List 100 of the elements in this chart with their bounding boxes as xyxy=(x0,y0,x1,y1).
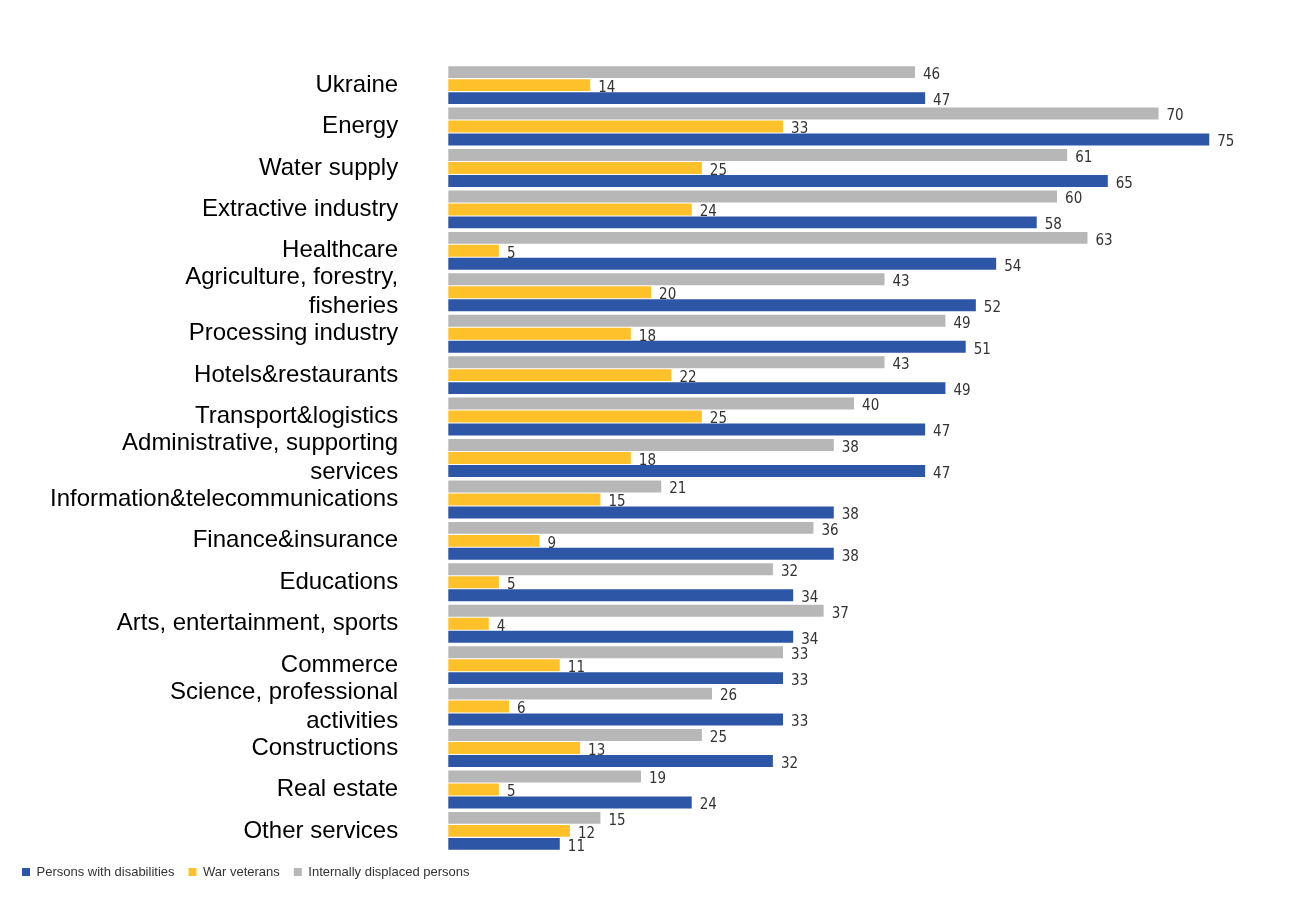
bar xyxy=(448,783,499,796)
data-label: 47 xyxy=(933,422,951,441)
y-tick-label: Commerce xyxy=(280,649,399,677)
y-tick-label: Information&telecommunications xyxy=(49,484,399,512)
data-label: 15 xyxy=(608,492,626,511)
bar xyxy=(448,687,713,700)
y-tick-label: Extractive industry xyxy=(202,194,399,222)
data-label: 54 xyxy=(1004,256,1022,275)
data-label: 21 xyxy=(669,479,687,498)
bar xyxy=(448,534,540,547)
data-label: 4 xyxy=(496,616,506,635)
data-label: 25 xyxy=(709,727,728,746)
bar xyxy=(448,79,591,92)
data-label: 5 xyxy=(506,243,516,262)
bar xyxy=(448,796,692,809)
data-label: 6 xyxy=(517,699,526,718)
data-label: 14 xyxy=(598,78,616,97)
data-label: 24 xyxy=(699,795,717,814)
data-label: 11 xyxy=(567,658,585,677)
data-label: 5 xyxy=(506,782,516,801)
bar xyxy=(448,66,915,79)
data-label: 52 xyxy=(983,298,1002,317)
data-label: 47 xyxy=(933,90,951,109)
data-label: 9 xyxy=(547,533,557,552)
bar xyxy=(448,506,834,519)
data-label: 22 xyxy=(679,368,697,387)
data-label: 65 xyxy=(1115,173,1133,192)
legend-label: Persons with disabilities xyxy=(36,863,175,879)
data-label: 34 xyxy=(801,588,819,607)
y-tick-label: Processing industry xyxy=(188,318,399,346)
bar xyxy=(448,465,926,477)
bar xyxy=(448,811,601,824)
data-label: 26 xyxy=(720,686,738,705)
bar xyxy=(448,770,641,783)
bar xyxy=(448,286,652,299)
data-label: 15 xyxy=(608,810,626,829)
data-label: 34 xyxy=(801,629,819,648)
data-label: 24 xyxy=(699,202,717,221)
bar xyxy=(448,521,814,534)
y-tick-label: Constructions xyxy=(251,732,399,760)
bar xyxy=(448,216,1037,229)
bar xyxy=(448,92,926,105)
bar xyxy=(448,244,499,257)
data-label: 25 xyxy=(709,160,728,179)
bar xyxy=(448,563,773,576)
bar xyxy=(448,617,489,630)
bar xyxy=(448,439,834,451)
bar xyxy=(448,257,997,270)
bar xyxy=(448,713,784,726)
data-label: 20 xyxy=(659,285,677,304)
data-label: 43 xyxy=(892,272,910,291)
bar xyxy=(448,630,794,643)
data-label: 38 xyxy=(841,505,859,524)
data-label: 32 xyxy=(780,562,799,581)
data-label: 58 xyxy=(1044,215,1062,234)
data-label: 40 xyxy=(862,396,880,415)
y-tick-label: Energy xyxy=(322,111,399,139)
y-tick-label: Transport&logistics xyxy=(194,401,399,429)
data-label: 70 xyxy=(1166,106,1184,125)
bar xyxy=(448,589,794,602)
data-label: 37 xyxy=(831,603,849,622)
data-label: 75 xyxy=(1217,132,1235,151)
bar xyxy=(448,729,702,742)
data-label: 18 xyxy=(638,450,656,469)
bar xyxy=(448,299,976,312)
bar xyxy=(448,755,773,767)
data-label: 43 xyxy=(892,355,910,374)
bar xyxy=(448,382,946,395)
data-label: 49 xyxy=(953,381,971,400)
bar xyxy=(448,547,834,560)
y-tick-label: Hotels&restaurants xyxy=(194,359,399,387)
data-label: 33 xyxy=(791,712,809,731)
legend-label: War veterans xyxy=(203,863,281,879)
bar xyxy=(448,149,1068,161)
bar xyxy=(448,162,702,174)
bar xyxy=(448,604,824,617)
data-label: 63 xyxy=(1095,230,1113,249)
bar xyxy=(448,314,946,327)
bar xyxy=(448,837,560,850)
y-tick-label: Agriculture, forestry, fisheries xyxy=(185,262,399,319)
bar xyxy=(448,452,631,464)
bar xyxy=(448,369,672,382)
bar xyxy=(448,672,784,685)
bar xyxy=(448,107,1159,120)
bar xyxy=(448,646,784,659)
data-label: 33 xyxy=(791,119,809,138)
bar xyxy=(448,190,1058,203)
bar xyxy=(448,423,926,436)
y-tick-label: Arts, entertainment, sports xyxy=(116,608,399,636)
bar xyxy=(448,273,885,286)
bar xyxy=(448,120,784,133)
bar xyxy=(448,356,885,369)
data-label: 47 xyxy=(933,463,951,482)
bar xyxy=(448,824,570,837)
bar xyxy=(448,576,499,589)
data-label: 33 xyxy=(791,645,809,664)
data-label: 46 xyxy=(922,65,941,84)
data-label: 49 xyxy=(953,313,971,332)
data-label: 38 xyxy=(841,437,859,456)
legend-label: Internally displaced persons xyxy=(308,863,470,879)
